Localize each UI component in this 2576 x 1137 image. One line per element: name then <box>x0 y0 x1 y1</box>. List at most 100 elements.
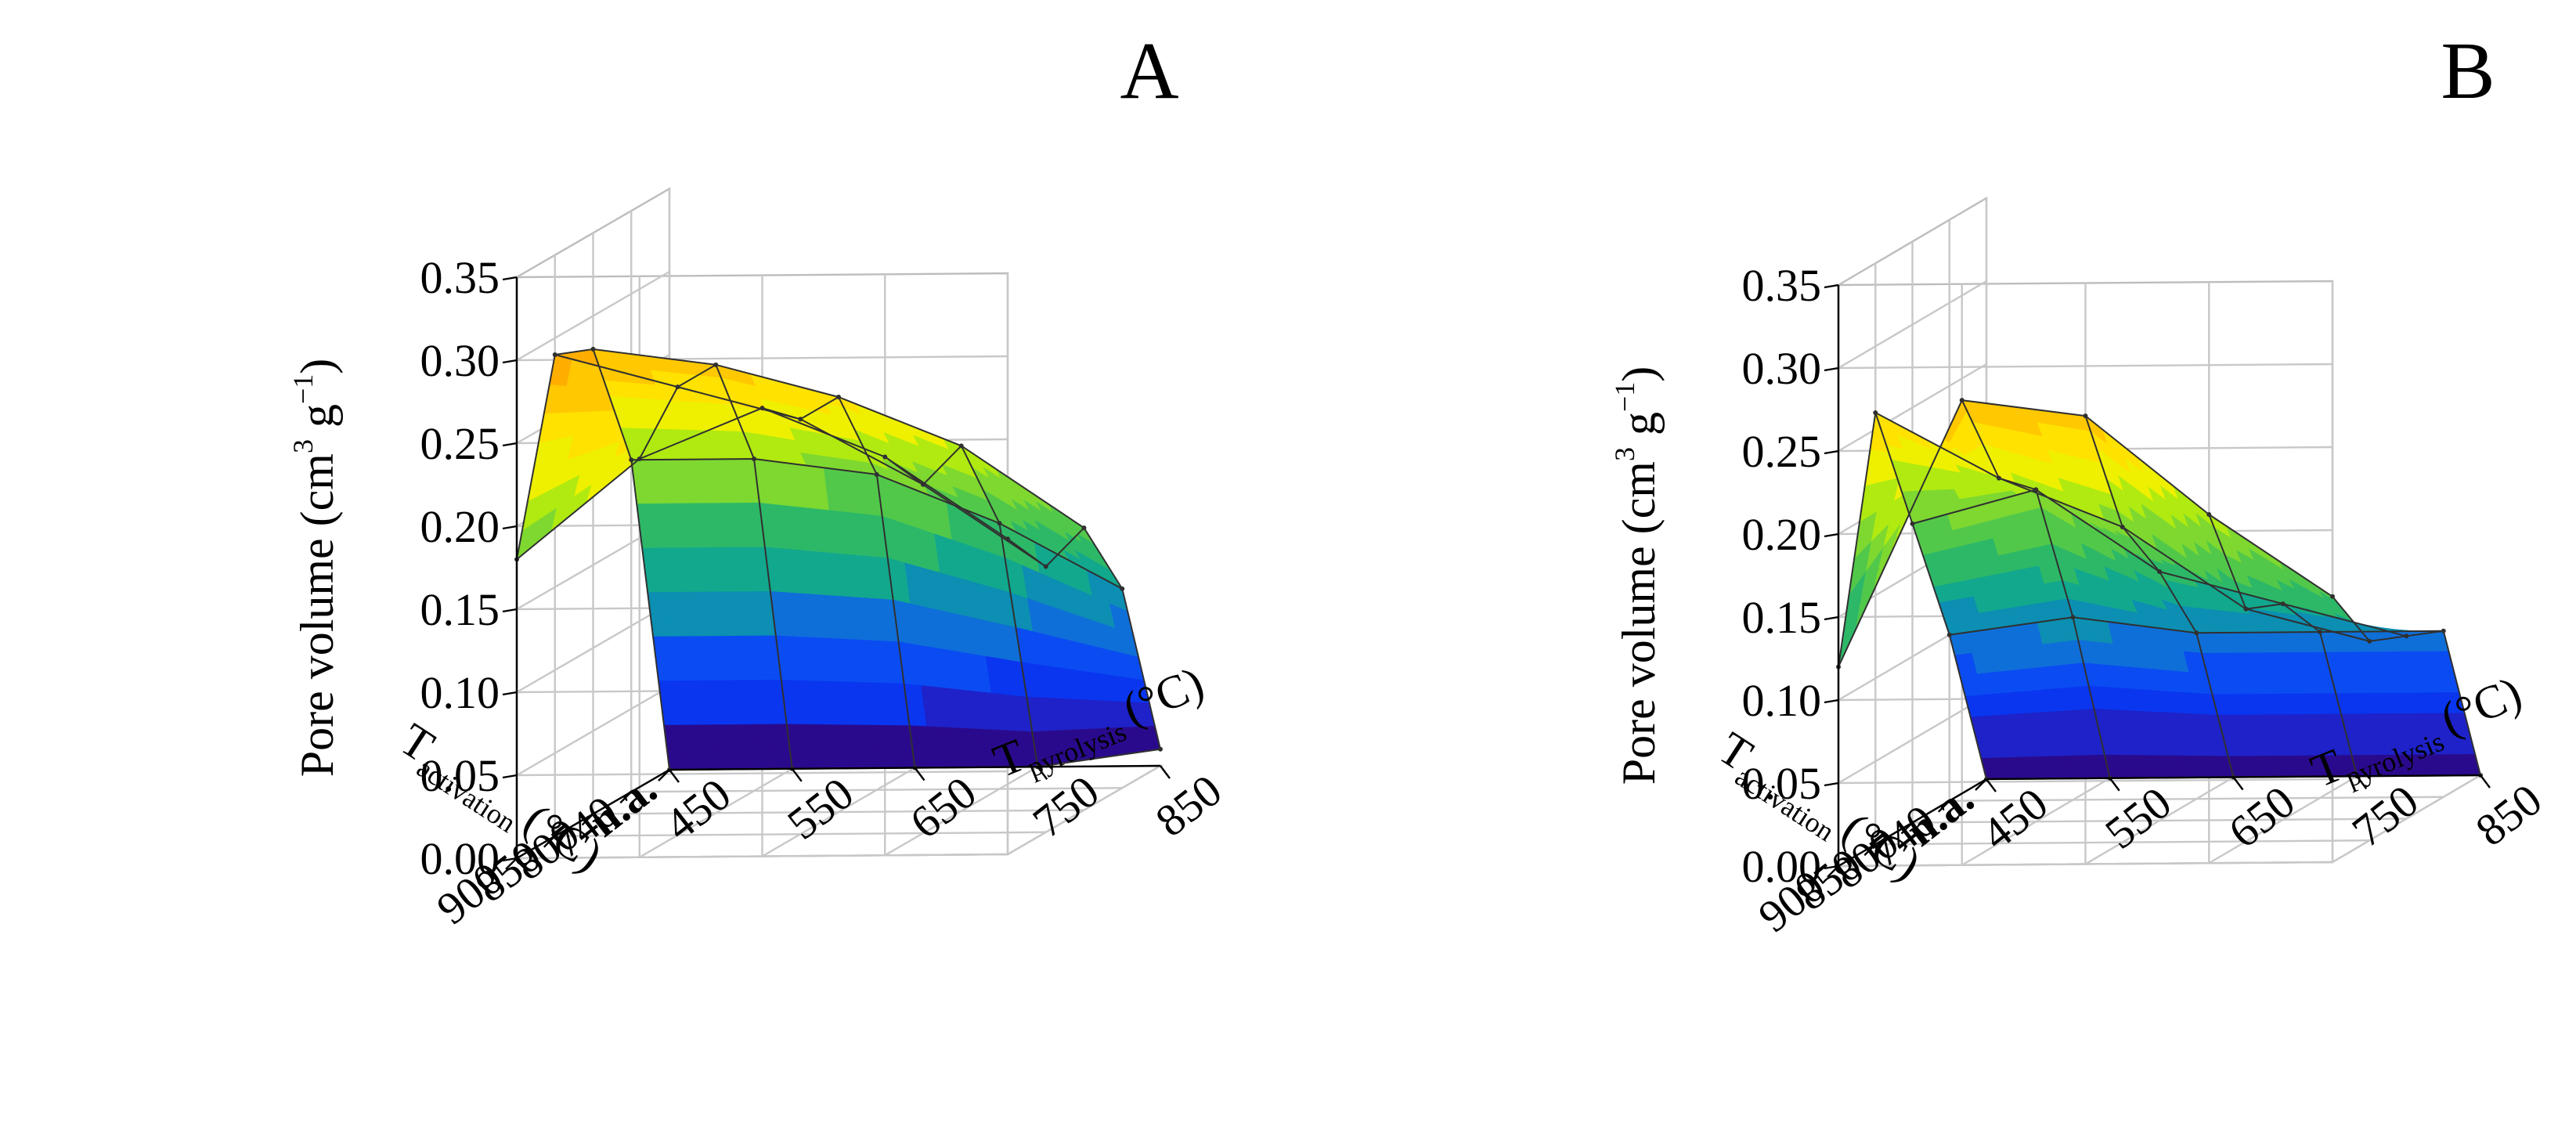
y-floor-gridline <box>1949 796 2444 802</box>
y-tick-mark <box>1863 843 1877 857</box>
y-floor-gridline <box>593 809 1084 815</box>
z-tick-mark <box>1824 449 1839 455</box>
z-axis-title-sup: 3 <box>1609 447 1640 461</box>
z-tick-label: 0.30 <box>1742 343 1822 394</box>
z-tick-label: 0.05 <box>420 750 500 801</box>
z-tick-mark <box>1824 615 1839 621</box>
x-tick-mark <box>2109 778 2120 792</box>
data-point <box>1959 398 1964 403</box>
z-tick-mark <box>502 691 518 696</box>
data-point <box>958 443 964 449</box>
y-tick-mark <box>1975 778 1987 791</box>
data-point <box>1005 536 1010 542</box>
data-point <box>2280 601 2286 607</box>
y-tick-mark <box>581 813 594 826</box>
chart-panel-b: 0.00 0.05 0.10 0.15 0.20 0.25 0.30 0.35 450 550 65… <box>1609 26 2551 942</box>
x-tick-label: 650 <box>2219 776 2304 858</box>
z-axis-title-end: ) <box>291 359 343 374</box>
z-axis-title-mid: g <box>291 404 343 439</box>
data-point <box>1081 525 1087 531</box>
data-point <box>798 417 803 422</box>
z-tick-label: 0.20 <box>420 501 500 552</box>
z-tick-mark <box>502 359 518 364</box>
data-point <box>2070 615 2076 620</box>
y-tick-mark <box>1937 800 1950 813</box>
z-axis-title-sup2: −1 <box>287 374 319 404</box>
data-point <box>2157 569 2162 574</box>
data-point <box>836 395 841 399</box>
data-point <box>552 352 557 357</box>
surface-mesh <box>514 346 1163 772</box>
data-point <box>997 521 1002 526</box>
z-tick-label: 0.00 <box>1742 841 1822 892</box>
z-tick-label: 0.30 <box>420 335 500 386</box>
data-point <box>759 406 765 411</box>
data-point <box>752 457 756 461</box>
x-tick-label: 650 <box>900 767 986 849</box>
data-point <box>2318 630 2322 634</box>
data-point <box>590 346 596 352</box>
y-tick-mark <box>1900 821 1914 835</box>
y-floor-gridline <box>554 831 1046 837</box>
x-tick-mark <box>791 768 803 782</box>
z-tick-label: 0.15 <box>1742 592 1822 643</box>
z-tick-label: 0.20 <box>1742 509 1822 560</box>
data-point <box>2404 633 2409 639</box>
surface <box>1838 399 2481 780</box>
z-tick-label: 0.35 <box>1742 260 1822 311</box>
z-tick-label: 0.05 <box>1742 758 1822 809</box>
data-point <box>2206 512 2212 518</box>
data-point <box>2441 628 2446 633</box>
z-tick-label: 0.25 <box>420 418 500 469</box>
data-point <box>675 384 680 390</box>
y-tick-mark <box>505 857 518 870</box>
y-tick-mark <box>619 791 633 804</box>
z-axis-title-mid: g <box>1613 412 1665 447</box>
surface <box>516 348 1161 771</box>
data-point <box>2033 487 2039 493</box>
y-tick-mark <box>1827 865 1839 878</box>
y-tick-mark <box>543 835 556 848</box>
data-point <box>629 457 634 463</box>
z-tick-label: 0.10 <box>420 667 500 718</box>
z-tick-mark <box>502 774 518 779</box>
z-tick-mark <box>1824 283 1839 289</box>
z-axis-title-main: Pore volume (cm <box>1613 461 1665 785</box>
z-axis-title-end: ) <box>1613 366 1665 382</box>
x-tick-label: 450 <box>655 768 741 850</box>
x-tick-mark <box>669 769 680 783</box>
data-point <box>2120 524 2125 529</box>
z-tick-mark <box>1824 366 1839 372</box>
data-point <box>1910 521 1915 526</box>
z-tick-mark <box>1824 698 1839 704</box>
z-axis-title-sup: 3 <box>287 439 319 453</box>
z-axis-title-main: Pore volume (cm <box>291 453 343 777</box>
z-tick-label: 0.15 <box>420 584 500 635</box>
z-tick-mark <box>1824 532 1839 538</box>
x-tick-label: 850 <box>2466 774 2552 856</box>
data-point <box>1158 746 1163 752</box>
x-tick-label: 550 <box>2095 777 2181 859</box>
z-tick-mark <box>502 857 518 862</box>
z-axis-title: Pore volume (cm3 g−1) <box>1609 366 1665 785</box>
x-tick-mark <box>2480 774 2491 789</box>
y-floor-gridline <box>1912 818 2407 824</box>
data-point <box>1946 632 1952 637</box>
data-point <box>637 456 642 461</box>
data-point <box>713 362 719 367</box>
x-tick-mark <box>914 767 925 781</box>
y-tick-mark <box>658 769 670 781</box>
data-point <box>1043 564 1048 569</box>
x-tick-label: 850 <box>1146 764 1232 846</box>
data-point <box>1997 475 2001 481</box>
x-tick-mark <box>1986 778 1997 792</box>
x-tick-mark <box>1160 765 1171 779</box>
x-tick-label: 550 <box>777 767 863 850</box>
z-tick-label: 0.00 <box>420 833 500 884</box>
x-tick-mark <box>2232 776 2244 791</box>
z-tick-mark <box>502 276 518 281</box>
data-point <box>874 471 879 477</box>
z-axis-title: Pore volume (cm3 g−1) <box>287 359 343 778</box>
